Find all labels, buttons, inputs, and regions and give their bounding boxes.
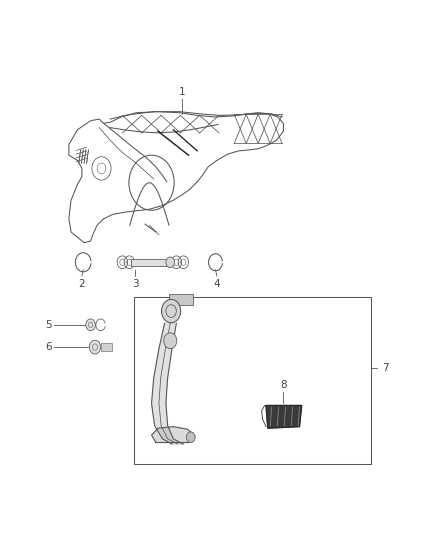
- Circle shape: [166, 257, 175, 268]
- Text: 2: 2: [78, 279, 85, 289]
- Polygon shape: [152, 323, 184, 444]
- Text: 1: 1: [179, 87, 185, 97]
- Bar: [102, 343, 112, 351]
- Circle shape: [186, 432, 195, 442]
- Circle shape: [86, 319, 95, 330]
- Bar: [134, 297, 371, 464]
- Text: 7: 7: [382, 364, 389, 373]
- Polygon shape: [152, 426, 195, 442]
- Text: 6: 6: [45, 342, 51, 352]
- Text: 5: 5: [45, 320, 51, 330]
- Bar: [169, 294, 193, 305]
- Text: 8: 8: [280, 379, 287, 390]
- Text: 3: 3: [132, 279, 139, 289]
- Bar: [131, 259, 170, 266]
- Text: 4: 4: [213, 279, 220, 289]
- Circle shape: [162, 300, 181, 322]
- Circle shape: [89, 340, 101, 354]
- Polygon shape: [266, 406, 302, 428]
- Circle shape: [164, 333, 177, 349]
